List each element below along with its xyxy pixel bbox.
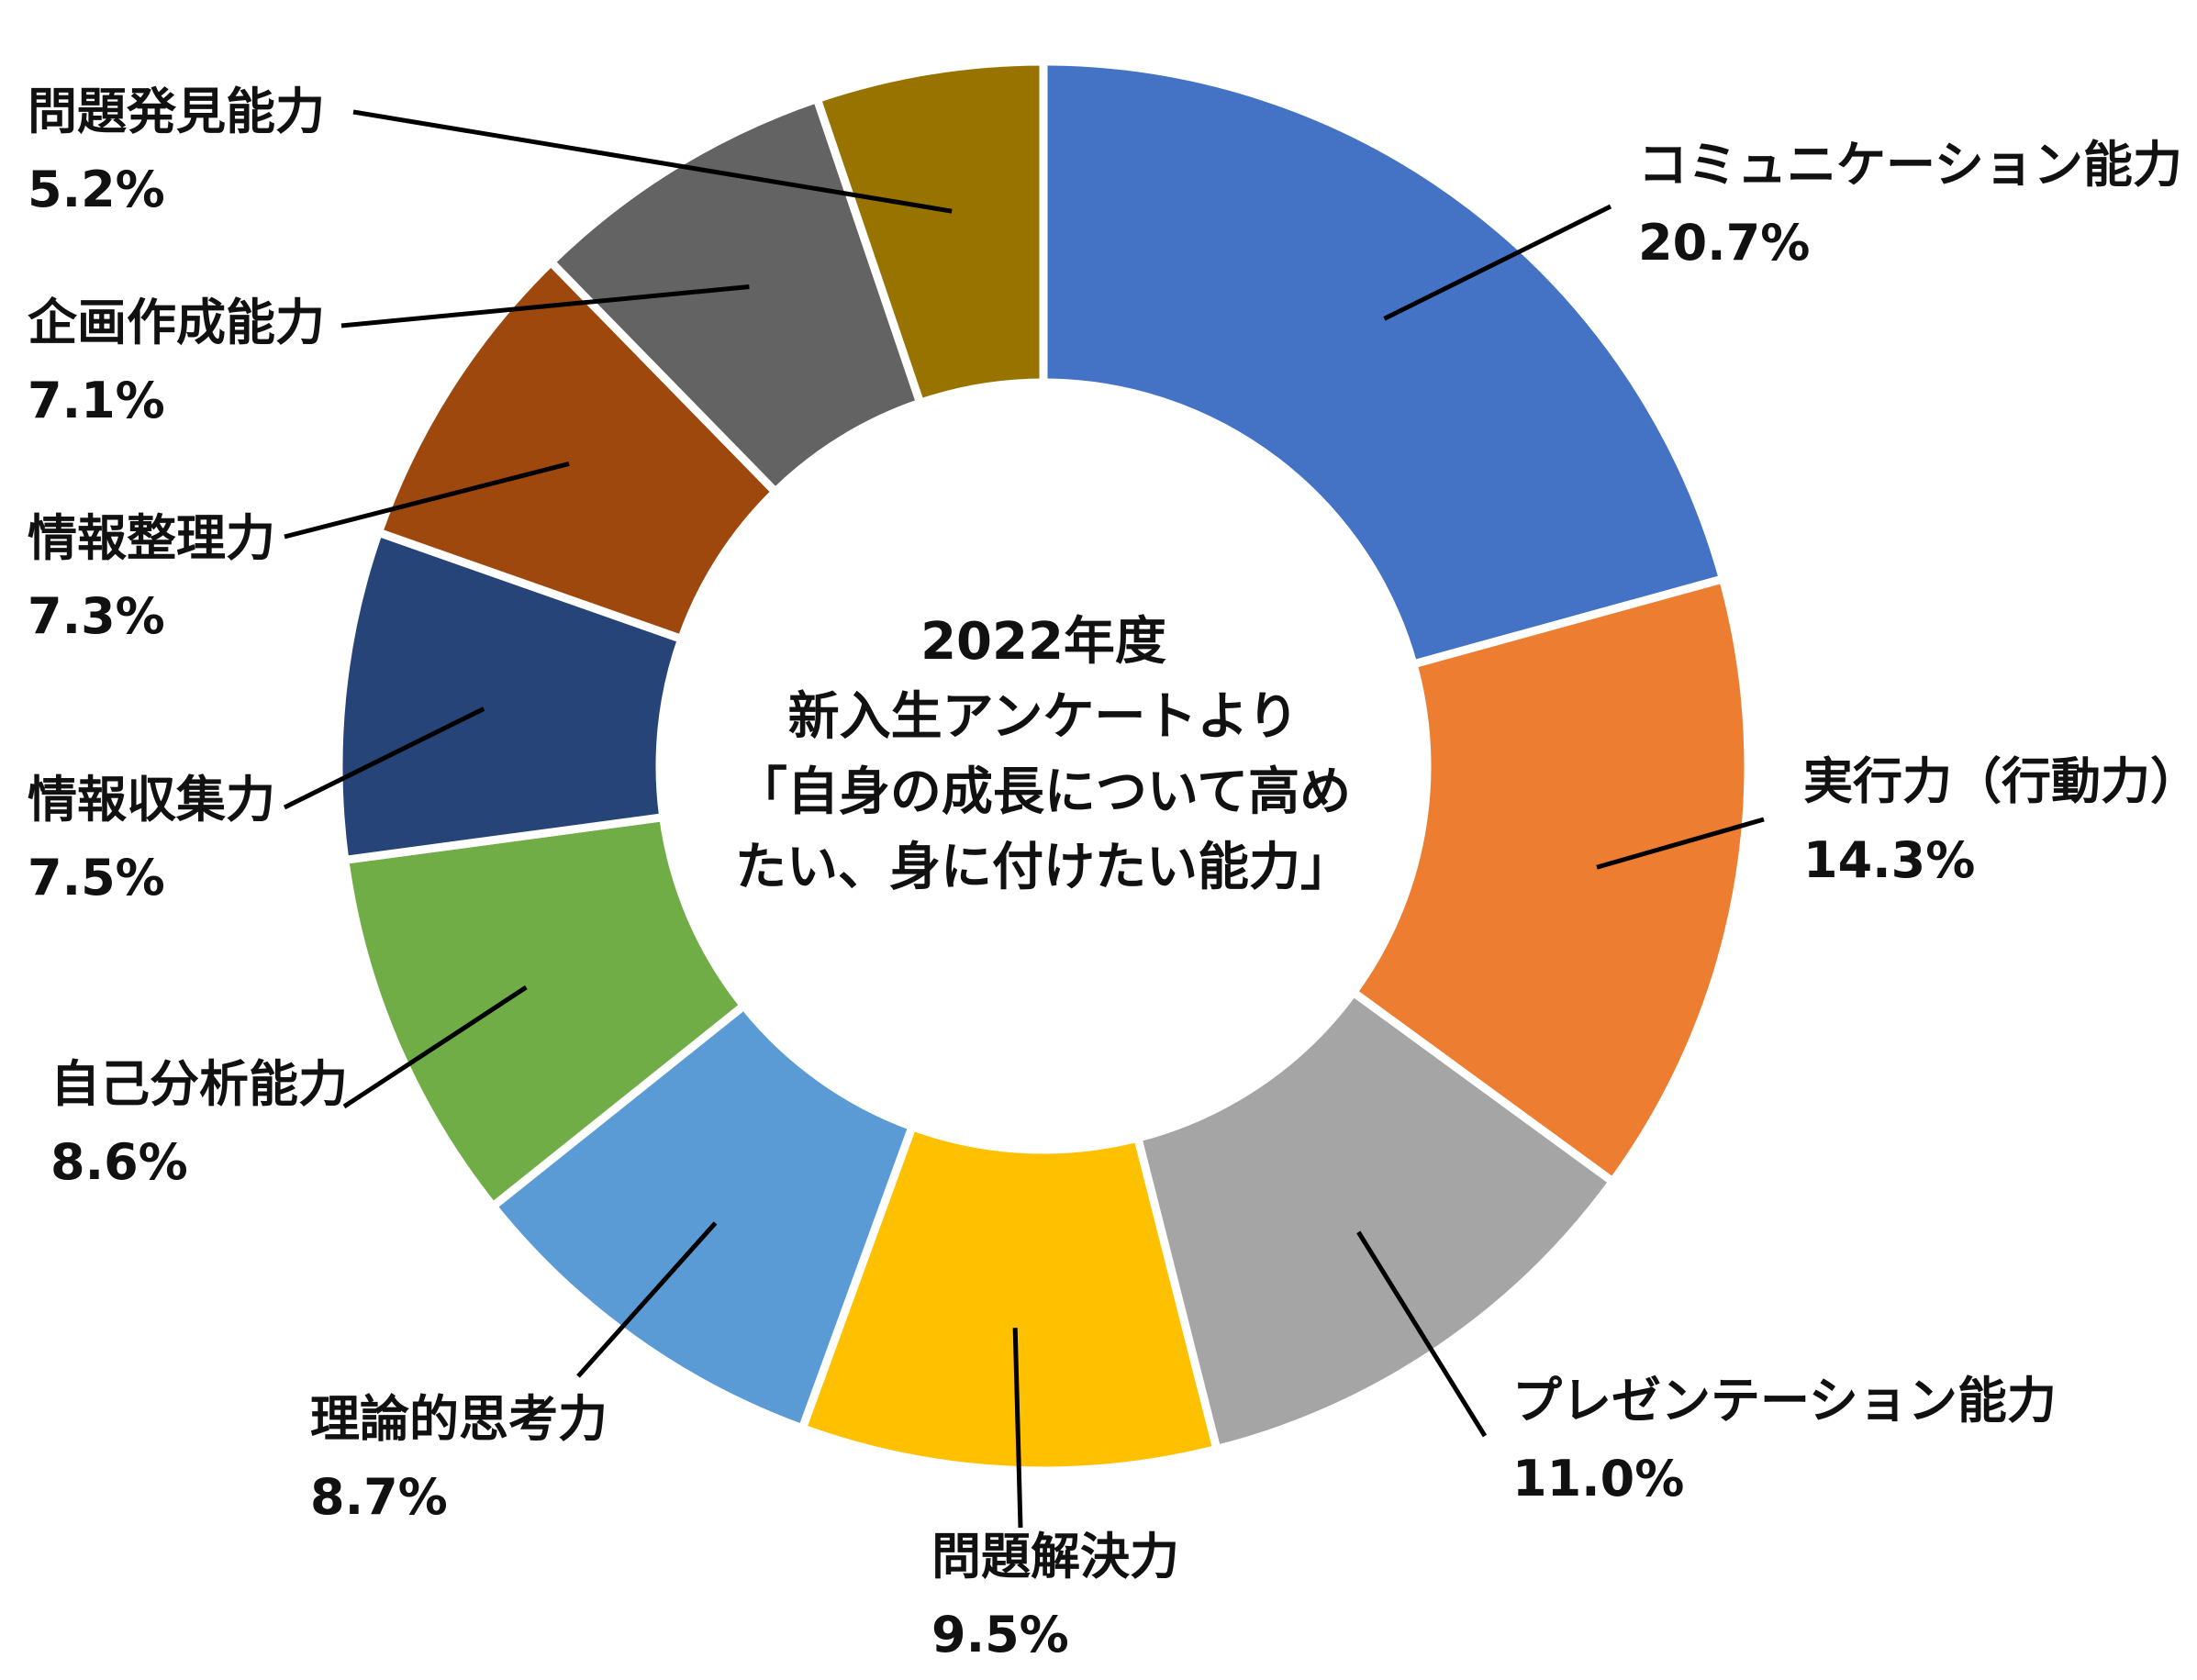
slice-label-2: 実行力（行動力） <box>1803 752 2197 810</box>
slice-value-9: 7.1% <box>28 372 165 429</box>
slice-label-8: 情報整理力 <box>28 509 275 567</box>
slice-label-3: プレゼンテーション能力 <box>1512 1372 2057 1430</box>
slice-label-1: コミュニケーション能力 <box>1638 136 2182 194</box>
leader-line-4 <box>1012 1328 1023 1529</box>
center-title-line-2: 新入生アンケートより <box>788 687 1299 747</box>
leader-line-5 <box>576 1221 718 1378</box>
slice-1 <box>1039 57 1728 670</box>
slice-value-10: 5.2% <box>28 161 165 218</box>
slice-label-6: 自己分析能力 <box>50 1055 348 1113</box>
slice-5 <box>486 999 918 1434</box>
slice-10 <box>811 57 1048 408</box>
slice-value-7: 7.5% <box>28 849 165 907</box>
slice-value-3: 11.0% <box>1512 1450 1684 1508</box>
leader-line-10 <box>352 109 953 214</box>
slice-3 <box>1132 986 1619 1454</box>
slice-label-9: 企画作成能力 <box>28 294 325 351</box>
slice-label-4: 問題解決力 <box>931 1528 1179 1585</box>
donut-slices <box>334 57 1753 1475</box>
leader-line-8 <box>284 462 570 540</box>
leader-line-6 <box>342 985 528 1109</box>
slice-value-8: 7.3% <box>28 587 165 645</box>
slice-value-4: 9.5% <box>931 1606 1069 1663</box>
center-title-line-3: 「自身の成長について高め <box>736 762 1351 822</box>
leader-line-9 <box>340 284 750 328</box>
slice-labels: コミュニケーション能力 20.7% 実行力（行動力） 14.3% プレゼンテーション能力… <box>28 83 2197 1663</box>
slice-4 <box>797 1121 1222 1475</box>
slice-label-7: 情報収集力 <box>28 771 275 829</box>
center-title-line-1: 2022年度 <box>920 612 1166 672</box>
slice-value-2: 14.3% <box>1803 831 1975 889</box>
slice-2 <box>1347 573 1753 1188</box>
leader-lines <box>283 109 1765 1529</box>
slice-label-5: 理論的思考力 <box>310 1390 608 1448</box>
center-title: 2022年度 新入生アンケートより 「自身の成長について高め たい、身に付けたい… <box>735 612 1352 897</box>
leader-line-2 <box>1596 817 1765 870</box>
leader-line-7 <box>283 706 485 810</box>
slice-value-6: 8.6% <box>50 1133 188 1191</box>
center-title-line-4: たい、身に付けたい能力」 <box>735 838 1352 897</box>
slice-value-1: 20.7% <box>1638 214 1810 272</box>
leader-line-1 <box>1383 204 1612 321</box>
slice-value-5: 8.7% <box>310 1468 448 1526</box>
slice-label-10: 問題発見能力 <box>28 83 325 140</box>
leader-line-3 <box>1356 1230 1488 1438</box>
